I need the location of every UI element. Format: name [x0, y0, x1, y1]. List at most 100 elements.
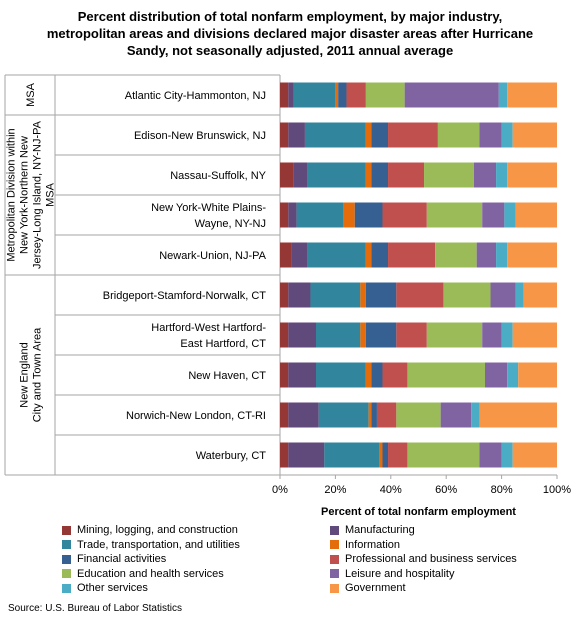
legend-swatch [330, 525, 339, 535]
bar-segment [396, 322, 427, 348]
x-tick-label: 100% [543, 484, 571, 496]
legend-label: Professional and business services [345, 553, 517, 565]
bar-segment [365, 282, 397, 308]
bar-segment [280, 82, 289, 108]
bar-segment [280, 162, 294, 188]
bar-segment [310, 282, 361, 308]
bar-segment [288, 282, 311, 308]
bar-segment [324, 442, 380, 468]
legend-item: Manufacturing [330, 523, 415, 537]
bar-segment [388, 162, 425, 188]
bar-segment [482, 202, 505, 228]
legend-label: Financial activities [77, 553, 167, 565]
legend-swatch [330, 569, 339, 578]
legend-swatch [62, 554, 71, 564]
bar-segment [504, 202, 516, 228]
x-axis: 0% 20% 40% 60% 80% 100% Percent of total nonfa… [272, 475, 571, 518]
bar-segment [288, 402, 319, 428]
bar-segment [288, 322, 317, 348]
legend-item: Professional and business services [330, 552, 517, 566]
category-label: Atlantic City-Hammonton, NJ [125, 90, 266, 102]
bar-segment [280, 442, 289, 468]
bar-segment [365, 82, 405, 108]
x-tick-label: 0% [272, 484, 288, 496]
bar-segment [307, 242, 366, 268]
bar-segment [360, 322, 366, 348]
bar-segment [440, 402, 472, 428]
bar-segment [407, 362, 485, 388]
bar-segment [512, 122, 557, 148]
legend-item: Information [330, 538, 400, 552]
bar-segment [368, 402, 372, 428]
bar-segment [496, 162, 508, 188]
bar-segment [388, 122, 438, 148]
category-label: Nassau-Suffolk, NY [170, 170, 266, 182]
bar-segment [304, 122, 366, 148]
bar-segment [426, 322, 483, 348]
bar-segment [376, 402, 397, 428]
bar-segment [280, 122, 289, 148]
legend-swatch [330, 554, 339, 564]
bar-segment [280, 202, 289, 228]
bar-segment [365, 322, 397, 348]
bar-segment [280, 362, 289, 388]
bar-segment [518, 362, 557, 388]
bar-segment [507, 82, 557, 108]
bar-segment [507, 362, 519, 388]
bar-segment [280, 242, 292, 268]
bar-segment [407, 442, 480, 468]
bars [280, 82, 557, 468]
bar-segment [424, 162, 474, 188]
bar-segment [473, 162, 497, 188]
legend-label: Trade, transportation, and utilities [77, 538, 240, 551]
category-label: Newark-Union, NJ-PA [159, 250, 266, 262]
bar-segment [379, 442, 383, 468]
bar-segment [382, 362, 408, 388]
category-label: Hartford-West Hartford- [151, 322, 266, 334]
bar-segment [288, 202, 297, 228]
legend-swatch [62, 525, 71, 535]
category-label: New York-White Plains- [151, 202, 266, 214]
bar-segment [484, 362, 508, 388]
bar-segment [479, 402, 557, 428]
bar-segment [476, 242, 497, 268]
bar-segment [293, 162, 308, 188]
bar-segment [288, 82, 294, 108]
bar-segment [280, 322, 289, 348]
bar-segment [479, 122, 502, 148]
category-labels: Atlantic City-Hammonton, NJ Edison-New Br… [103, 90, 267, 462]
legend-item: Financial activities [62, 552, 166, 566]
bar-segment [498, 82, 508, 108]
group-label-line: City and Town Area [32, 327, 44, 422]
legend-item: Education and health services [62, 567, 224, 581]
bar-segment [501, 442, 513, 468]
bar-segment [288, 122, 305, 148]
bar-segment [426, 202, 483, 228]
bar-segment [482, 322, 502, 348]
chart-title: Percent distribution of total nonfarm em… [0, 8, 580, 59]
bar-segment [371, 242, 389, 268]
bar-segment [507, 242, 557, 268]
bar-segment [382, 442, 389, 468]
bar-segment [388, 442, 408, 468]
bar-segment [479, 442, 502, 468]
category-label: East Hartford, CT [180, 338, 266, 350]
bar-segment [335, 82, 339, 108]
legend-label: Manufacturing [345, 524, 415, 536]
legend-item: Trade, transportation, and utilities [62, 538, 240, 552]
bar-segment [501, 322, 513, 348]
category-label: Norwich-New London, CT-RI [126, 410, 266, 422]
bar-segment [437, 122, 480, 148]
chart-title-line: metropolitan areas and divisions declare… [46, 26, 534, 41]
bar-segment [396, 282, 444, 308]
bar-segment [382, 202, 427, 228]
bar-segment [365, 122, 372, 148]
bar-segment [443, 282, 491, 308]
legend-label: Government [345, 582, 406, 594]
bar-segment [354, 202, 383, 228]
legend-item: Leisure and hospitality [330, 567, 454, 581]
bar-segment [507, 162, 557, 188]
x-tick-label: 40% [380, 484, 402, 496]
chart-title-line: Sandy, not seasonally adjusted, 2011 ann… [126, 43, 454, 58]
